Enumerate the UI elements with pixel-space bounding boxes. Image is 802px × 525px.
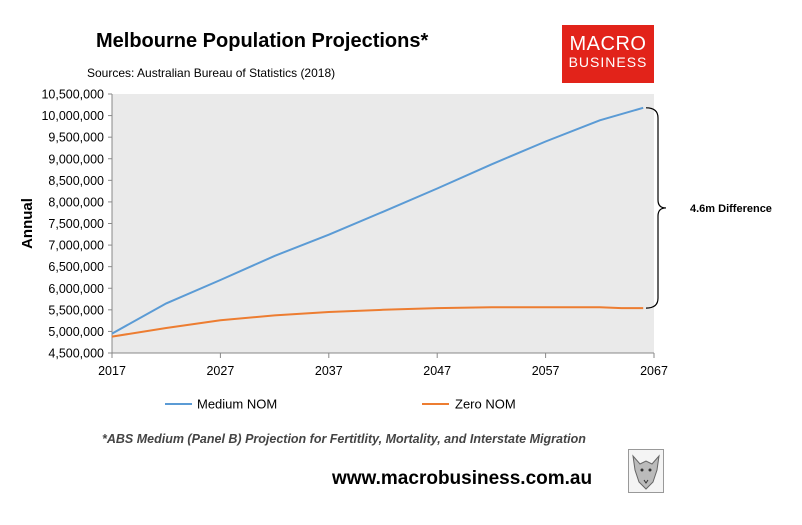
difference-brace	[645, 107, 667, 309]
source-note: Sources: Australian Bureau of Statistics…	[87, 66, 336, 80]
y-tick-label: 5,000,000	[48, 325, 104, 339]
y-tick-label: 10,000,000	[41, 109, 104, 123]
x-tick-label: 2057	[532, 364, 560, 378]
series-line-medium-nom	[111, 106, 644, 335]
wolf-mascot-icon	[628, 449, 664, 493]
y-tick-label: 8,000,000	[48, 195, 104, 209]
x-tick-label: 2037	[315, 364, 343, 378]
legend-label-medium: Medium NOM	[197, 397, 277, 412]
series-lines	[111, 106, 644, 338]
macrobusiness-logo: MACRO BUSINESS	[562, 25, 654, 83]
footnote: *ABS Medium (Panel B) Projection for Fer…	[102, 432, 586, 446]
y-tick-label: 7,000,000	[48, 239, 104, 253]
legend: Medium NOM Zero NOM	[165, 397, 516, 412]
x-tick-label: 2047	[423, 364, 451, 378]
y-tick-label: 10,500,000	[41, 88, 104, 102]
y-tick-label: 9,500,000	[48, 131, 104, 145]
y-axis: 4,500,000 5,000,000 5,500,000 6,000,000 6,50…	[41, 88, 113, 361]
y-tick-label: 7,500,000	[48, 217, 104, 231]
y-tick-label: 9,000,000	[48, 152, 104, 166]
y-tick-label: 8,500,000	[48, 174, 104, 188]
x-tick-label: 2067	[640, 364, 668, 378]
plot-area	[112, 94, 654, 353]
chart-title: Melbourne Population Projections*	[96, 30, 429, 52]
y-tick-label: 4,500,000	[48, 347, 104, 361]
difference-annotation: 4.6m Difference	[690, 203, 772, 215]
y-tick-label: 6,500,000	[48, 260, 104, 274]
legend-label-zero: Zero NOM	[455, 397, 516, 412]
series-line-zero-nom	[111, 306, 644, 338]
logo-line-1: MACRO	[569, 33, 647, 55]
logo-line-2: BUSINESS	[568, 54, 648, 70]
x-tick-label: 2027	[206, 364, 234, 378]
x-axis: 2017 2027 2037 2047 2057 2067	[98, 352, 668, 378]
y-axis-label: Annual	[19, 198, 36, 249]
y-tick-label: 6,000,000	[48, 282, 104, 296]
website-url: www.macrobusiness.com.au	[332, 468, 593, 489]
x-tick-label: 2017	[98, 364, 126, 378]
y-tick-label: 5,500,000	[48, 303, 104, 317]
